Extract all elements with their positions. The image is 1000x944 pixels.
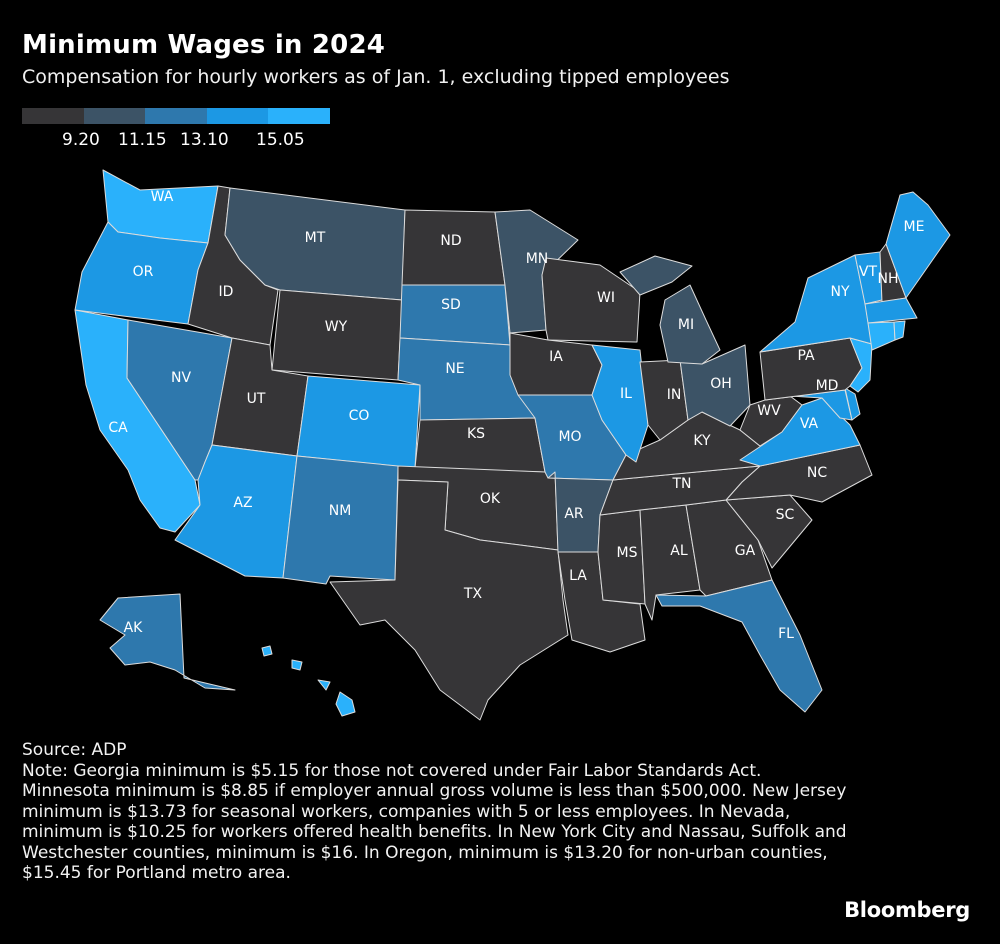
state-nm bbox=[282, 455, 399, 585]
source-notes: Source: ADP Note: Georgia minimum is $5.… bbox=[22, 740, 852, 884]
state-oh bbox=[679, 344, 751, 427]
legend-swatch-5 bbox=[268, 108, 330, 124]
legend-color-bar bbox=[22, 108, 330, 124]
label-me: ME bbox=[904, 219, 925, 235]
state-mi-upper bbox=[619, 255, 693, 296]
state-de bbox=[844, 387, 861, 421]
label-ar: AR bbox=[564, 506, 584, 522]
label-ut: UT bbox=[247, 391, 266, 407]
chart-subtitle: Compensation for hourly workers as of Ja… bbox=[22, 66, 730, 88]
label-nd: ND bbox=[440, 233, 461, 249]
state-hi-2 bbox=[291, 659, 303, 671]
legend: 9.20 11.15 13.10 15.05 bbox=[22, 108, 330, 152]
label-id: ID bbox=[219, 284, 234, 300]
bloomberg-logo: Bloomberg bbox=[844, 898, 970, 922]
legend-swatch-4 bbox=[206, 108, 269, 124]
label-ks: KS bbox=[467, 426, 485, 442]
label-va: VA bbox=[800, 416, 819, 432]
legend-threshold-3: 13.10 bbox=[180, 130, 229, 150]
label-or: OR bbox=[133, 264, 154, 280]
state-ct bbox=[867, 321, 896, 351]
state-hi-4 bbox=[335, 691, 356, 717]
legend-threshold-4: 15.05 bbox=[256, 130, 305, 150]
label-wi: WI bbox=[597, 290, 615, 306]
label-nm: NM bbox=[329, 503, 352, 519]
legend-swatch-3 bbox=[145, 108, 207, 124]
label-mn: MN bbox=[526, 251, 549, 267]
label-sd: SD bbox=[441, 297, 461, 313]
label-co: CO bbox=[349, 408, 370, 424]
state-tn bbox=[599, 465, 761, 516]
state-wi bbox=[541, 257, 641, 343]
state-ak bbox=[99, 593, 236, 691]
label-mt: MT bbox=[305, 230, 326, 246]
label-ok: OK bbox=[480, 491, 501, 507]
label-az: AZ bbox=[233, 495, 252, 511]
label-tn: TN bbox=[671, 476, 691, 492]
label-wa: WA bbox=[151, 189, 174, 205]
label-mi: MI bbox=[678, 317, 694, 333]
state-ri bbox=[893, 320, 906, 341]
label-in: IN bbox=[667, 387, 682, 403]
state-hi-3 bbox=[317, 679, 331, 691]
label-al: AL bbox=[670, 543, 688, 559]
label-sc: SC bbox=[776, 507, 795, 523]
label-pa: PA bbox=[797, 348, 815, 364]
label-il: IL bbox=[620, 386, 632, 402]
legend-threshold-1: 9.20 bbox=[62, 130, 100, 150]
state-mi-lower bbox=[659, 284, 721, 365]
label-ne: NE bbox=[445, 361, 464, 377]
label-ak: AK bbox=[124, 620, 144, 636]
state-ma bbox=[864, 297, 918, 324]
note-text: Note: Georgia minimum is $5.15 for those… bbox=[22, 760, 847, 884]
state-tx bbox=[329, 479, 569, 721]
label-mo: MO bbox=[558, 429, 581, 445]
label-nh: NH bbox=[878, 271, 899, 287]
legend-swatch-2 bbox=[83, 108, 146, 124]
label-ia: IA bbox=[549, 349, 563, 365]
chart-title: Minimum Wages in 2024 bbox=[22, 30, 386, 60]
state-wy bbox=[271, 289, 403, 381]
state-hi-1 bbox=[261, 645, 273, 657]
label-wy: WY bbox=[325, 319, 348, 335]
label-la: LA bbox=[569, 568, 587, 584]
label-ca: CA bbox=[108, 420, 128, 436]
label-ny: NY bbox=[830, 284, 849, 300]
label-tx: TX bbox=[463, 586, 483, 602]
legend-swatch-1 bbox=[22, 108, 84, 124]
label-ga: GA bbox=[735, 543, 756, 559]
label-oh: OH bbox=[710, 376, 732, 392]
source-line: Source: ADP bbox=[22, 740, 127, 760]
label-ky: KY bbox=[693, 433, 711, 449]
label-nv: NV bbox=[171, 370, 191, 386]
label-nc: NC bbox=[807, 465, 827, 481]
state-sd bbox=[399, 284, 511, 346]
legend-threshold-2: 11.15 bbox=[118, 130, 167, 150]
label-ms: MS bbox=[617, 545, 638, 561]
label-vt: VT bbox=[859, 264, 878, 280]
state-ny bbox=[759, 254, 873, 353]
state-fl bbox=[655, 579, 823, 713]
label-fl: FL bbox=[778, 626, 794, 642]
label-md: MD bbox=[816, 378, 839, 394]
label-wv: WV bbox=[757, 403, 781, 419]
